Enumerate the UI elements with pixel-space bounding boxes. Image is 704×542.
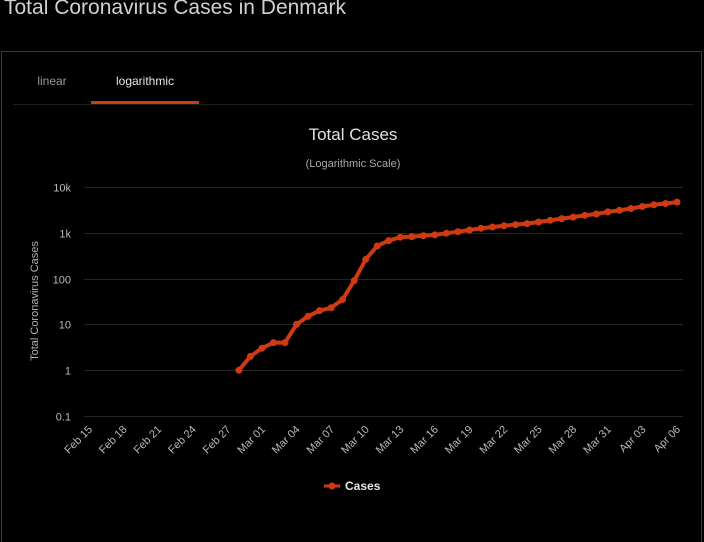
x-tick-label: Feb 15 [62, 424, 95, 457]
x-axis-ticks: Feb 15 Feb 18 Feb 21 Feb 24 Feb 27 Mar 01 Mar … [62, 424, 683, 457]
series-line [236, 200, 679, 373]
data-point [477, 224, 485, 232]
data-point [592, 210, 600, 218]
x-tick-label: Mar 28 [547, 424, 580, 457]
data-point [431, 231, 439, 239]
data-point [523, 220, 531, 228]
chart-panel: linear logarithmic [1, 51, 702, 542]
data-point [650, 201, 658, 209]
x-tick-label: Mar 31 [581, 424, 614, 457]
data-point [281, 339, 289, 347]
x-tick-label: Feb 21 [132, 424, 165, 457]
page-title: Total Coronavirus Cases in Denmark [4, 0, 346, 19]
y-axis-label: Total Coronavirus Cases [29, 241, 41, 361]
data-point [316, 307, 324, 315]
x-tick-label: Mar 07 [305, 424, 338, 457]
x-tick-label: Feb 27 [201, 424, 234, 457]
data-point [419, 232, 427, 240]
y-tick-label: 10 [59, 320, 71, 332]
legend[interactable]: Cases [324, 479, 381, 493]
y-tick-label: 0.1 [56, 412, 71, 424]
data-point [442, 229, 450, 237]
data-point [339, 296, 347, 303]
legend-label: Cases [345, 479, 381, 493]
tab-logarithmic[interactable]: logarithmic [91, 52, 199, 104]
y-tick-label: 1 [65, 366, 71, 378]
data-point [327, 304, 335, 312]
x-tick-label: Mar 13 [374, 424, 407, 457]
data-point [558, 215, 566, 223]
x-tick-label: Apr 03 [617, 424, 648, 455]
x-tick-label: Mar 16 [408, 424, 441, 457]
data-point [535, 218, 543, 226]
tab-linear[interactable]: linear [37, 74, 67, 88]
data-point [385, 237, 393, 245]
x-tick-label: Mar 22 [477, 424, 510, 457]
data-point [350, 277, 358, 285]
x-tick-label: Feb 24 [166, 424, 199, 457]
data-point [304, 312, 312, 320]
x-tick-label: Feb 18 [97, 424, 130, 457]
y-tick-label: 100 [53, 275, 71, 287]
legend-marker [328, 482, 336, 490]
x-tick-label: Mar 04 [270, 424, 303, 457]
data-point [627, 205, 635, 212]
data-point [373, 242, 381, 250]
data-point [396, 233, 404, 241]
data-point [638, 203, 646, 210]
x-tick-label: Mar 19 [443, 424, 476, 457]
y-axis-ticks: 0.1 1 10 100 1k 10k [53, 183, 72, 424]
data-point [615, 206, 623, 214]
chart-subtitle: (Logarithmic Scale) [306, 158, 401, 170]
grid-lines [84, 187, 683, 417]
data-point [235, 366, 243, 374]
data-point [362, 255, 370, 263]
chart-title: Total Cases [309, 125, 398, 144]
data-point [662, 200, 669, 207]
scale-tabs: linear logarithmic [13, 52, 693, 105]
data-point [604, 208, 612, 216]
data-point [489, 223, 496, 231]
data-point [673, 198, 681, 206]
data-point [512, 221, 520, 229]
data-point [258, 344, 266, 352]
data-point [569, 213, 577, 221]
data-point [500, 222, 508, 230]
x-tick-label: Mar 01 [235, 424, 268, 457]
data-point [293, 320, 300, 328]
data-point [581, 211, 589, 219]
series-cases [235, 198, 681, 374]
data-point [466, 226, 473, 234]
data-point [408, 233, 416, 241]
y-tick-label: 1k [59, 229, 71, 241]
x-tick-label: Mar 10 [339, 424, 372, 457]
y-tick-label: 10k [53, 183, 71, 195]
data-point [246, 352, 254, 360]
data-point [546, 216, 554, 224]
data-point [454, 228, 462, 236]
x-tick-label: Mar 25 [512, 424, 545, 457]
x-tick-label: Apr 06 [652, 424, 683, 455]
data-point [270, 339, 277, 347]
